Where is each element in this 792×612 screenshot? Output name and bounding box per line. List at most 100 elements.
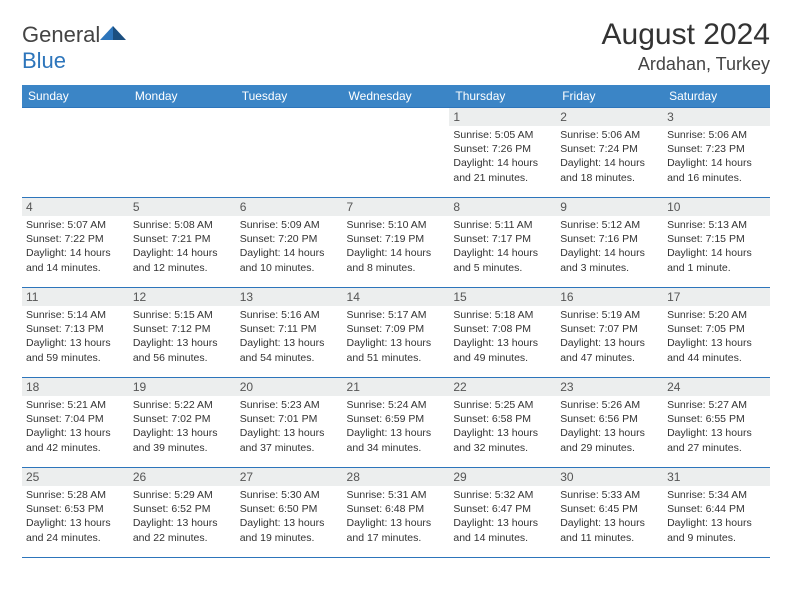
day-detail: Sunrise: 5:19 AMSunset: 7:07 PMDaylight:… [556,306,663,369]
day-number: 21 [343,378,450,396]
calendar-day-cell: 10Sunrise: 5:13 AMSunset: 7:15 PMDayligh… [663,198,770,288]
day-detail: Sunrise: 5:34 AMSunset: 6:44 PMDaylight:… [663,486,770,549]
calendar-day-cell: 4Sunrise: 5:07 AMSunset: 7:22 PMDaylight… [22,198,129,288]
calendar-day-cell: 19Sunrise: 5:22 AMSunset: 7:02 PMDayligh… [129,378,236,468]
day-detail: Sunrise: 5:20 AMSunset: 7:05 PMDaylight:… [663,306,770,369]
day-detail: Sunrise: 5:31 AMSunset: 6:48 PMDaylight:… [343,486,450,549]
calendar-day-cell: 12Sunrise: 5:15 AMSunset: 7:12 PMDayligh… [129,288,236,378]
day-number: 7 [343,198,450,216]
day-detail: Sunrise: 5:29 AMSunset: 6:52 PMDaylight:… [129,486,236,549]
calendar-week-row: ........1Sunrise: 5:05 AMSunset: 7:26 PM… [22,108,770,198]
day-detail: Sunrise: 5:21 AMSunset: 7:04 PMDaylight:… [22,396,129,459]
calendar-day-cell: 15Sunrise: 5:18 AMSunset: 7:08 PMDayligh… [449,288,556,378]
day-detail: Sunrise: 5:15 AMSunset: 7:12 PMDaylight:… [129,306,236,369]
logo-shape-icon [100,22,126,42]
brand-text: General Blue [22,22,126,74]
day-detail: Sunrise: 5:25 AMSunset: 6:58 PMDaylight:… [449,396,556,459]
calendar-page: General Blue August 2024 Ardahan, Turkey… [0,0,792,568]
day-number: 2 [556,108,663,126]
calendar-day-cell: 23Sunrise: 5:26 AMSunset: 6:56 PMDayligh… [556,378,663,468]
day-detail: Sunrise: 5:33 AMSunset: 6:45 PMDaylight:… [556,486,663,549]
day-number: 17 [663,288,770,306]
day-number: 24 [663,378,770,396]
calendar-day-cell: 29Sunrise: 5:32 AMSunset: 6:47 PMDayligh… [449,468,556,558]
day-detail: Sunrise: 5:16 AMSunset: 7:11 PMDaylight:… [236,306,343,369]
day-detail: Sunrise: 5:09 AMSunset: 7:20 PMDaylight:… [236,216,343,279]
day-number: 4 [22,198,129,216]
day-number: 13 [236,288,343,306]
day-number: 31 [663,468,770,486]
calendar-week-row: 25Sunrise: 5:28 AMSunset: 6:53 PMDayligh… [22,468,770,558]
day-number: 3 [663,108,770,126]
weekday-header: Thursday [449,85,556,108]
day-detail: Sunrise: 5:30 AMSunset: 6:50 PMDaylight:… [236,486,343,549]
day-number: 27 [236,468,343,486]
day-detail: Sunrise: 5:13 AMSunset: 7:15 PMDaylight:… [663,216,770,279]
weekday-header: Sunday [22,85,129,108]
calendar-day-cell: 5Sunrise: 5:08 AMSunset: 7:21 PMDaylight… [129,198,236,288]
calendar-day-cell: 14Sunrise: 5:17 AMSunset: 7:09 PMDayligh… [343,288,450,378]
day-detail: Sunrise: 5:05 AMSunset: 7:26 PMDaylight:… [449,126,556,189]
weekday-header: Friday [556,85,663,108]
calendar-day-cell: 1Sunrise: 5:05 AMSunset: 7:26 PMDaylight… [449,108,556,198]
day-detail: Sunrise: 5:07 AMSunset: 7:22 PMDaylight:… [22,216,129,279]
day-detail: Sunrise: 5:24 AMSunset: 6:59 PMDaylight:… [343,396,450,459]
day-number: 10 [663,198,770,216]
calendar-day-cell: .. [129,108,236,198]
day-number: 28 [343,468,450,486]
calendar-day-cell: 9Sunrise: 5:12 AMSunset: 7:16 PMDaylight… [556,198,663,288]
day-number: 5 [129,198,236,216]
day-number: 8 [449,198,556,216]
day-number: 15 [449,288,556,306]
calendar-day-cell: 28Sunrise: 5:31 AMSunset: 6:48 PMDayligh… [343,468,450,558]
calendar-day-cell: 22Sunrise: 5:25 AMSunset: 6:58 PMDayligh… [449,378,556,468]
day-detail: Sunrise: 5:06 AMSunset: 7:23 PMDaylight:… [663,126,770,189]
day-detail: Sunrise: 5:14 AMSunset: 7:13 PMDaylight:… [22,306,129,369]
calendar-day-cell: .. [22,108,129,198]
day-detail: Sunrise: 5:32 AMSunset: 6:47 PMDaylight:… [449,486,556,549]
day-detail: Sunrise: 5:26 AMSunset: 6:56 PMDaylight:… [556,396,663,459]
calendar-day-cell: 7Sunrise: 5:10 AMSunset: 7:19 PMDaylight… [343,198,450,288]
calendar-day-cell: 13Sunrise: 5:16 AMSunset: 7:11 PMDayligh… [236,288,343,378]
calendar-day-cell: 27Sunrise: 5:30 AMSunset: 6:50 PMDayligh… [236,468,343,558]
day-number: 30 [556,468,663,486]
calendar-day-cell: .. [236,108,343,198]
calendar-day-cell: 20Sunrise: 5:23 AMSunset: 7:01 PMDayligh… [236,378,343,468]
calendar-day-cell: 24Sunrise: 5:27 AMSunset: 6:55 PMDayligh… [663,378,770,468]
day-number: 18 [22,378,129,396]
calendar-day-cell: 30Sunrise: 5:33 AMSunset: 6:45 PMDayligh… [556,468,663,558]
day-number: 14 [343,288,450,306]
brand-part2: Blue [22,48,66,73]
day-number: 16 [556,288,663,306]
day-number: 20 [236,378,343,396]
weekday-header: Tuesday [236,85,343,108]
calendar-day-cell: 21Sunrise: 5:24 AMSunset: 6:59 PMDayligh… [343,378,450,468]
weekday-header: Saturday [663,85,770,108]
day-detail: Sunrise: 5:12 AMSunset: 7:16 PMDaylight:… [556,216,663,279]
day-detail: Sunrise: 5:18 AMSunset: 7:08 PMDaylight:… [449,306,556,369]
calendar-day-cell: 11Sunrise: 5:14 AMSunset: 7:13 PMDayligh… [22,288,129,378]
calendar-day-cell: .. [343,108,450,198]
weekday-header: Monday [129,85,236,108]
calendar-day-cell: 17Sunrise: 5:20 AMSunset: 7:05 PMDayligh… [663,288,770,378]
day-number: 25 [22,468,129,486]
day-detail: Sunrise: 5:27 AMSunset: 6:55 PMDaylight:… [663,396,770,459]
calendar-day-cell: 3Sunrise: 5:06 AMSunset: 7:23 PMDaylight… [663,108,770,198]
day-detail: Sunrise: 5:06 AMSunset: 7:24 PMDaylight:… [556,126,663,189]
day-number: 26 [129,468,236,486]
day-detail: Sunrise: 5:08 AMSunset: 7:21 PMDaylight:… [129,216,236,279]
calendar-day-cell: 25Sunrise: 5:28 AMSunset: 6:53 PMDayligh… [22,468,129,558]
calendar-day-cell: 26Sunrise: 5:29 AMSunset: 6:52 PMDayligh… [129,468,236,558]
month-title: August 2024 [602,18,770,52]
header: General Blue August 2024 Ardahan, Turkey [22,18,770,75]
calendar-day-cell: 6Sunrise: 5:09 AMSunset: 7:20 PMDaylight… [236,198,343,288]
calendar-day-cell: 2Sunrise: 5:06 AMSunset: 7:24 PMDaylight… [556,108,663,198]
day-number: 29 [449,468,556,486]
calendar-week-row: 4Sunrise: 5:07 AMSunset: 7:22 PMDaylight… [22,198,770,288]
calendar-day-cell: 16Sunrise: 5:19 AMSunset: 7:07 PMDayligh… [556,288,663,378]
day-number: 11 [22,288,129,306]
day-detail: Sunrise: 5:22 AMSunset: 7:02 PMDaylight:… [129,396,236,459]
weekday-header: Wednesday [343,85,450,108]
calendar-week-row: 18Sunrise: 5:21 AMSunset: 7:04 PMDayligh… [22,378,770,468]
day-detail: Sunrise: 5:10 AMSunset: 7:19 PMDaylight:… [343,216,450,279]
